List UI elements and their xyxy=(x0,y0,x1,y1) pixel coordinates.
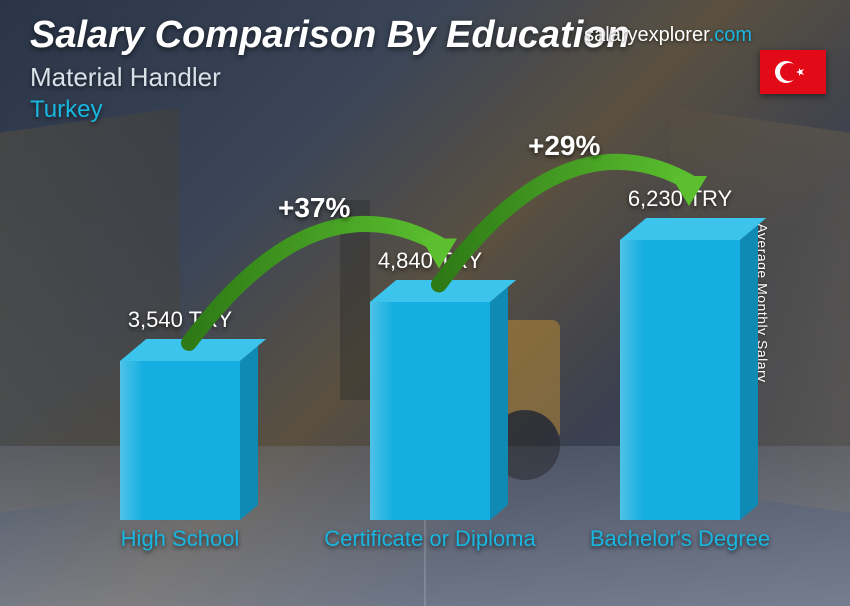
bar-label: Certificate or Diploma xyxy=(320,526,540,551)
bar-front xyxy=(120,361,240,520)
site-name: salaryexplorer xyxy=(584,24,709,46)
bar xyxy=(120,361,240,520)
bar-value: 6,230 TRY xyxy=(580,186,780,212)
page-title: Salary Comparison By Education xyxy=(30,14,630,57)
bar-label: High School xyxy=(70,526,290,551)
bar xyxy=(620,240,740,520)
bar-side xyxy=(740,225,758,520)
increase-percent: +29% xyxy=(528,130,600,162)
bar-front xyxy=(370,302,490,520)
bar-group: 3,540 TRYHigh School xyxy=(100,361,260,520)
bar xyxy=(370,302,490,520)
bar-front xyxy=(620,240,740,520)
bar-group: 6,230 TRYBachelor's Degree xyxy=(600,240,760,520)
bar-label: Bachelor's Degree xyxy=(570,526,790,551)
bar-value: 4,840 TRY xyxy=(330,248,530,274)
bar-side xyxy=(240,346,258,520)
site-domain: .com xyxy=(709,24,752,46)
bar-group: 4,840 TRYCertificate or Diploma xyxy=(350,302,510,520)
turkey-flag-icon xyxy=(760,50,826,94)
job-title: Material Handler xyxy=(30,62,221,93)
site-attribution: salaryexplorer.com xyxy=(584,24,752,47)
bar-side xyxy=(490,287,508,520)
infographic-canvas: Salary Comparison By Education Material … xyxy=(0,0,850,606)
country-name: Turkey xyxy=(30,96,102,124)
bar-value: 3,540 TRY xyxy=(80,307,280,333)
salary-bar-chart: 3,540 TRYHigh School4,840 TRYCertificate… xyxy=(60,150,780,576)
increase-percent: +37% xyxy=(278,192,350,224)
